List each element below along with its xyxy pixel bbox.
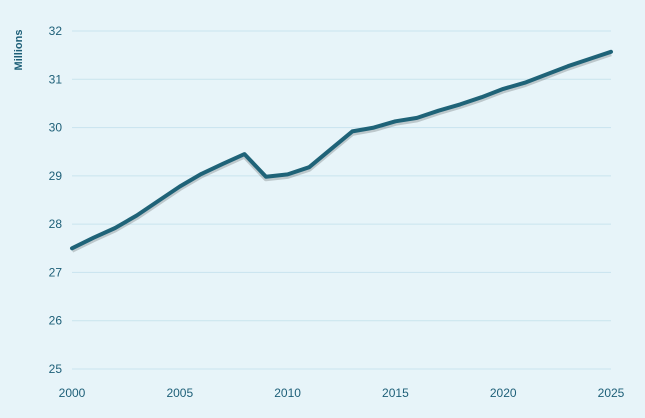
- y-tick-label: 26: [49, 314, 63, 328]
- series-layer: [70, 49, 613, 253]
- y-tick-label: 30: [49, 121, 63, 135]
- x-axis-ticks: 2000 2005 2010 2015 2020 2025: [59, 386, 625, 400]
- series-line-shadow: [70, 51, 612, 253]
- y-tick-label: 29: [49, 169, 63, 183]
- x-tick-label: 2015: [382, 386, 409, 400]
- x-tick-label: 2020: [490, 386, 517, 400]
- series-line: [70, 49, 613, 251]
- y-tick-label: 25: [49, 362, 63, 376]
- y-tick-label: 27: [49, 265, 63, 279]
- y-axis-label: Millions: [13, 30, 25, 71]
- x-tick-label: 2010: [274, 386, 301, 400]
- y-tick-label: 31: [49, 72, 63, 86]
- x-tick-label: 2000: [59, 386, 86, 400]
- y-axis-ticks: 25 26 27 28 29 30 31 32: [49, 24, 63, 376]
- y-tick-label: 32: [49, 24, 63, 38]
- grid-lines: [72, 30, 611, 370]
- y-tick-label: 28: [49, 217, 63, 231]
- x-tick-label: 2005: [166, 386, 193, 400]
- x-tick-label: 2025: [598, 386, 625, 400]
